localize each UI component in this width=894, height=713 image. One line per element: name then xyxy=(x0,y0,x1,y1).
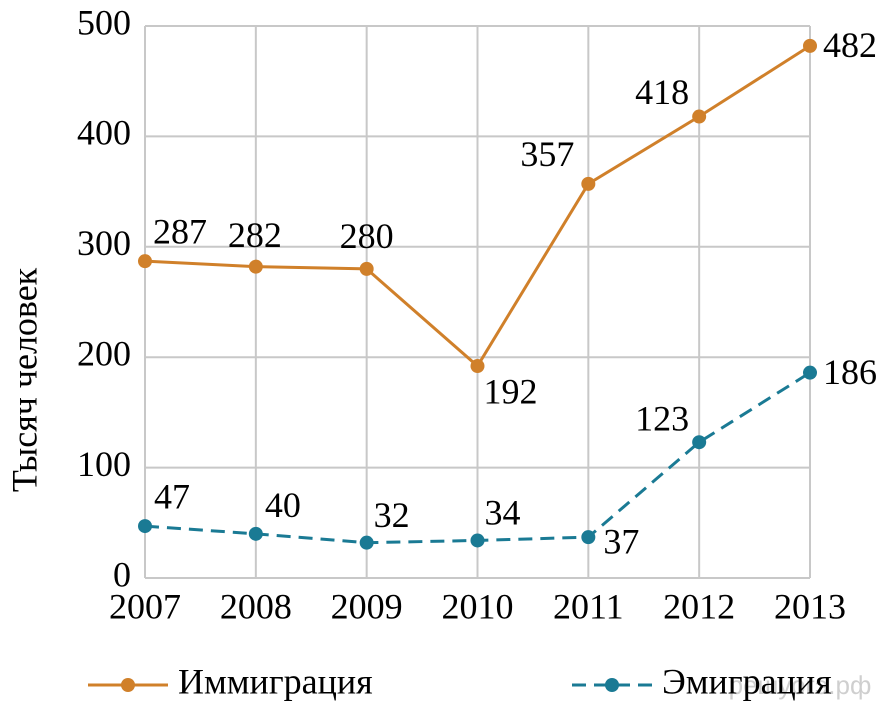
x-tick-label: 2007 xyxy=(109,586,181,626)
data-label: 123 xyxy=(635,398,689,438)
data-label: 32 xyxy=(374,495,410,535)
y-tick-label: 100 xyxy=(77,444,131,484)
data-point xyxy=(359,535,374,550)
data-point xyxy=(138,519,152,534)
y-tick-label: 400 xyxy=(77,113,131,153)
data-label: 40 xyxy=(265,485,301,525)
data-point xyxy=(359,261,374,276)
data-point xyxy=(248,526,263,541)
watermark: решуогэ.рф xyxy=(729,670,872,700)
x-tick-label: 2013 xyxy=(774,586,846,626)
data-point xyxy=(692,109,707,124)
data-label: 37 xyxy=(603,521,639,561)
data-label: 186 xyxy=(823,352,877,392)
data-label: 418 xyxy=(635,72,689,112)
data-point xyxy=(581,176,596,191)
y-axis-label: Тысяч человек xyxy=(4,267,44,492)
data-label: 192 xyxy=(484,371,538,411)
data-point xyxy=(470,359,485,374)
y-tick-label: 200 xyxy=(77,333,131,373)
y-tick-label: 300 xyxy=(77,223,131,263)
legend-marker xyxy=(121,678,135,692)
data-point xyxy=(803,38,817,53)
y-tick-label: 0 xyxy=(113,554,131,594)
data-point xyxy=(581,530,596,545)
x-tick-label: 2011 xyxy=(553,586,624,626)
data-point xyxy=(692,435,707,450)
x-tick-label: 2010 xyxy=(442,586,514,626)
y-tick-label: 500 xyxy=(77,2,131,42)
x-tick-label: 2009 xyxy=(331,586,403,626)
data-point xyxy=(138,254,152,269)
data-label: 287 xyxy=(153,211,207,251)
data-point xyxy=(248,259,263,274)
data-label: 280 xyxy=(340,216,394,256)
data-label: 482 xyxy=(823,25,877,65)
data-point xyxy=(803,365,817,380)
x-tick-label: 2012 xyxy=(663,586,735,626)
x-tick-label: 2008 xyxy=(220,586,292,626)
legend-label: Иммиграция xyxy=(178,661,373,701)
data-label: 282 xyxy=(228,215,282,255)
data-label: 357 xyxy=(520,134,574,174)
data-label: 34 xyxy=(485,493,521,533)
legend-marker xyxy=(605,678,619,692)
legend-label: Эмиграция xyxy=(662,661,832,701)
data-label: 47 xyxy=(154,476,190,516)
data-point xyxy=(470,533,485,548)
